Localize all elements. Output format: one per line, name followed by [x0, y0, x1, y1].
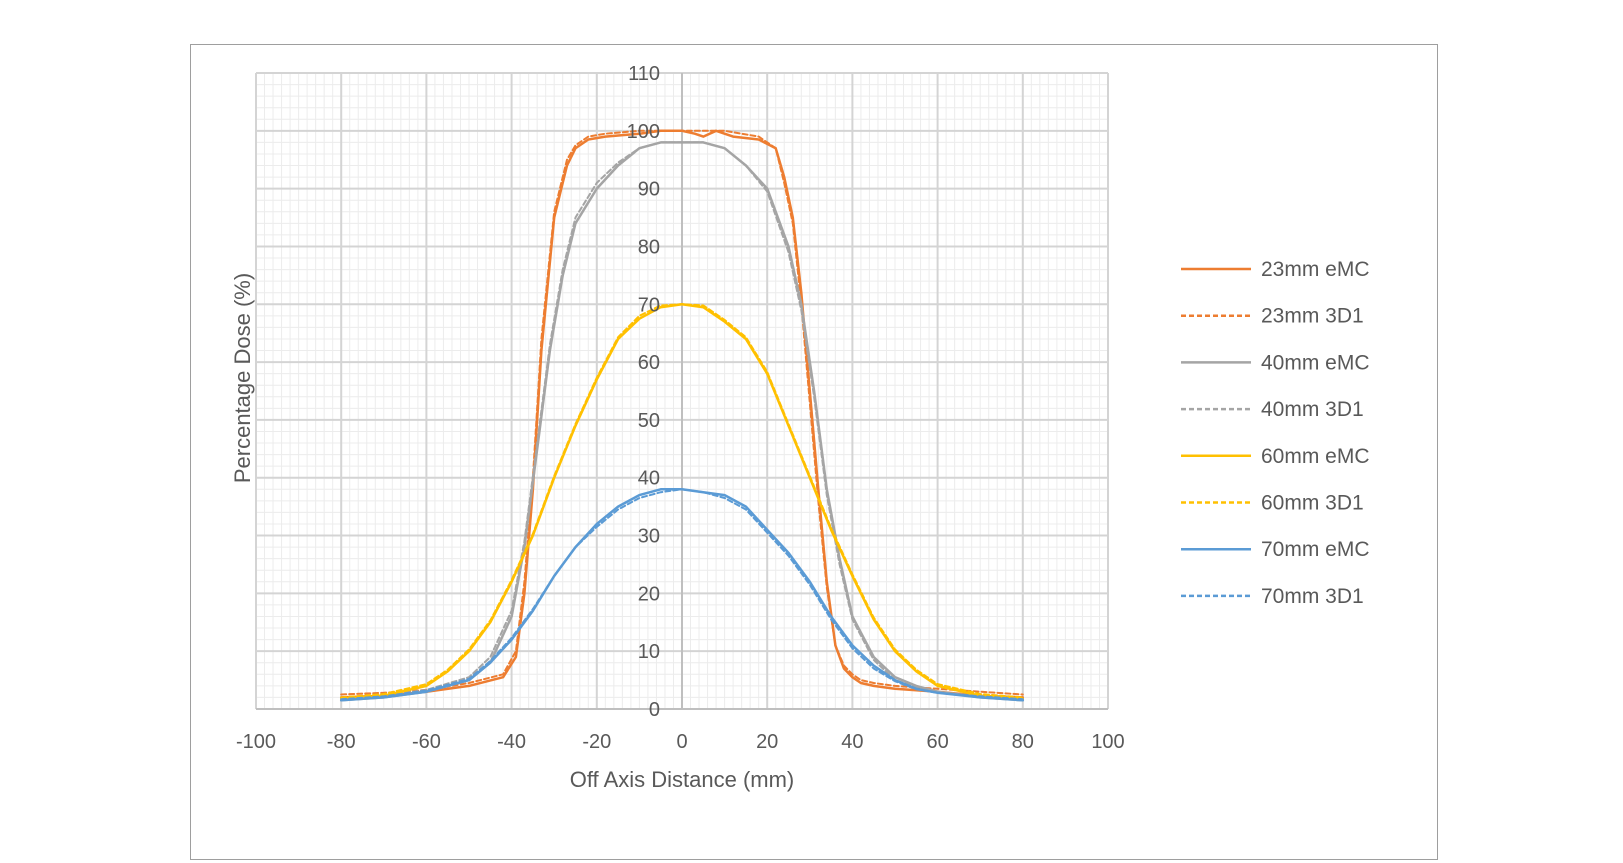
- series-line: [340, 303, 1024, 699]
- y-tick-label: 10: [638, 641, 660, 663]
- y-tick-label: 90: [638, 179, 660, 201]
- legend-label: 70mm 3D1: [1261, 585, 1364, 608]
- x-tick-label: 20: [756, 731, 778, 753]
- x-tick-label: 0: [676, 731, 687, 753]
- legend-label: 60mm eMC: [1261, 445, 1370, 468]
- x-tick-label: -100: [236, 731, 276, 753]
- series-line: [340, 129, 1024, 696]
- y-tick-labels: 0 10 20 30 40 50 60 70 80 90 100 110: [627, 63, 660, 721]
- legend-label: 23mm 3D1: [1261, 305, 1364, 328]
- y-tick-label: 80: [638, 236, 660, 258]
- legend-label: 70mm eMC: [1261, 538, 1370, 561]
- axes: [256, 73, 1108, 710]
- series-line: [340, 488, 1024, 701]
- y-tick-label: 70: [638, 294, 660, 316]
- y-tick-label: 30: [638, 526, 660, 548]
- y-tick-label: 40: [638, 468, 660, 490]
- x-tick-label: -80: [327, 731, 356, 753]
- y-tick-label: 0: [649, 699, 660, 721]
- legend-label: 40mm eMC: [1261, 351, 1370, 374]
- line-chart: -100 -80 -60 -40 -20 0 20 40 60 80 100 0 10 20 30 40 50…: [191, 45, 1437, 859]
- x-tick-label: -20: [582, 731, 611, 753]
- x-tick-labels: -100 -80 -60 -40 -20 0 20 40 60 80 100: [236, 731, 1125, 753]
- legend-label: 60mm 3D1: [1261, 492, 1364, 515]
- x-tick-label: -60: [412, 731, 441, 753]
- series-line: [340, 141, 1024, 700]
- series-line: [339, 141, 1025, 702]
- y-axis-title: Percentage Dose (%): [230, 273, 255, 483]
- x-tick-label: 100: [1091, 731, 1124, 753]
- y-tick-label: 50: [638, 410, 660, 432]
- x-axis-title: Off Axis Distance (mm): [570, 767, 795, 792]
- series-layer: [339, 129, 1025, 702]
- y-tick-label: 110: [628, 63, 660, 85]
- x-tick-label: 40: [841, 731, 863, 753]
- x-tick-label: 60: [926, 731, 948, 753]
- legend-label: 40mm 3D1: [1261, 398, 1364, 421]
- y-tick-label: 20: [638, 583, 660, 605]
- y-tick-label: 60: [638, 352, 660, 374]
- legend: 23mm eMC 23mm 3D1 40mm eMC 40mm 3D1 60mm eMC…: [1181, 258, 1370, 608]
- x-tick-label: -40: [497, 731, 526, 753]
- y-tick-label: 100: [627, 121, 660, 143]
- chart-frame: -100 -80 -60 -40 -20 0 20 40 60 80 100 0 10 20 30 40 50…: [190, 44, 1438, 860]
- legend-label: 23mm eMC: [1261, 258, 1370, 281]
- x-tick-label: 80: [1012, 731, 1034, 753]
